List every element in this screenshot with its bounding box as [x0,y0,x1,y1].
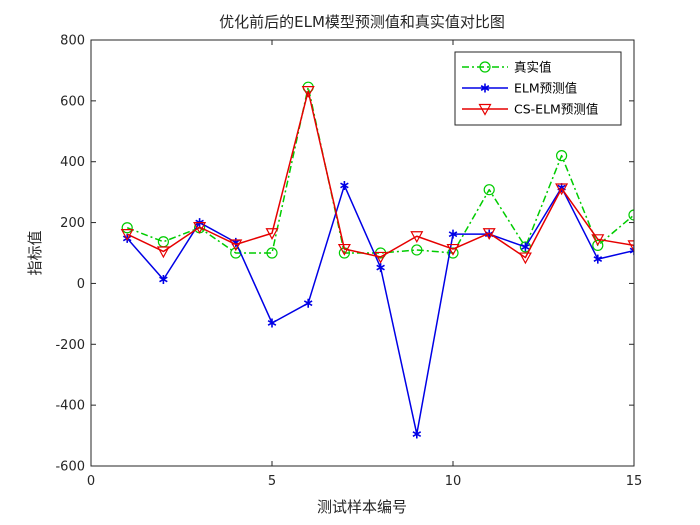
data-point [447,247,459,259]
data-point [446,243,460,256]
series-line [126,86,634,254]
legend-item: 真实值 [462,60,552,75]
data-point [592,239,604,251]
legend-label: 真实值 [514,60,552,75]
x-tick-label: 10 [445,474,462,489]
data-point [628,209,634,221]
data-point [482,228,496,240]
data-point [267,318,277,328]
legend-label: CS-ELM预测值 [514,102,598,117]
data-point [374,251,388,264]
watermark-logo-icon [558,486,583,505]
data-point [518,252,532,265]
x-tick-label: 0 [87,474,95,489]
data-point [555,183,569,196]
y-tick-label: -200 [55,338,85,353]
axes-box [90,39,635,467]
legend-item: ELM预测值 [462,81,577,96]
legend-item: CS-ELM预测值 [462,102,598,117]
watermark: 天天Matlab @稀土掘金技术社区 [558,486,672,521]
data-point [478,103,492,116]
watermark-brand: 天天Matlab [588,486,669,504]
data-point [627,240,634,253]
data-point [266,247,278,259]
data-point [265,228,279,240]
data-point [411,244,423,256]
y-axis-label: 指标值 [26,230,44,275]
data-point [448,229,458,239]
legend-label: ELM预测值 [514,81,577,96]
data-point [120,229,134,241]
data-point [479,61,491,73]
data-point [193,222,207,234]
watermark-source: @稀土掘金技术社区 [564,506,672,521]
data-point [159,274,168,284]
y-tick-label: 600 [60,94,85,109]
y-tick-label: 400 [60,155,85,170]
data-point [376,263,385,273]
x-axis-label: 测试样本编号 [317,498,407,516]
data-point [156,246,170,259]
y-tick-label: -600 [55,460,85,475]
data-point [303,298,313,308]
series-line [126,90,634,259]
data-point [337,243,351,256]
y-tick-label: 800 [60,34,85,49]
data-point [629,246,634,256]
data-point [483,184,495,196]
data-point [480,83,490,93]
x-tick-label: 15 [626,474,643,489]
data-point [301,86,315,98]
data-point [340,180,349,190]
data-point [521,242,530,252]
data-point [555,150,568,162]
data-point [410,231,424,244]
data-point [412,429,422,439]
data-point [593,254,603,264]
series-3 [120,86,634,265]
x-tick-label: 5 [268,474,276,489]
chart-title: 优化前后的ELM模型预测值和真实值对比图 [219,13,505,31]
y-tick-label: 200 [60,216,85,231]
data-point [121,222,133,234]
data-point [229,239,243,252]
y-tick-label: -400 [55,399,85,414]
data-point [591,234,605,247]
legend: 真实值 ELM预测值 CS-ELM预测值 [454,51,622,126]
y-tick-label: 0 [77,277,85,292]
